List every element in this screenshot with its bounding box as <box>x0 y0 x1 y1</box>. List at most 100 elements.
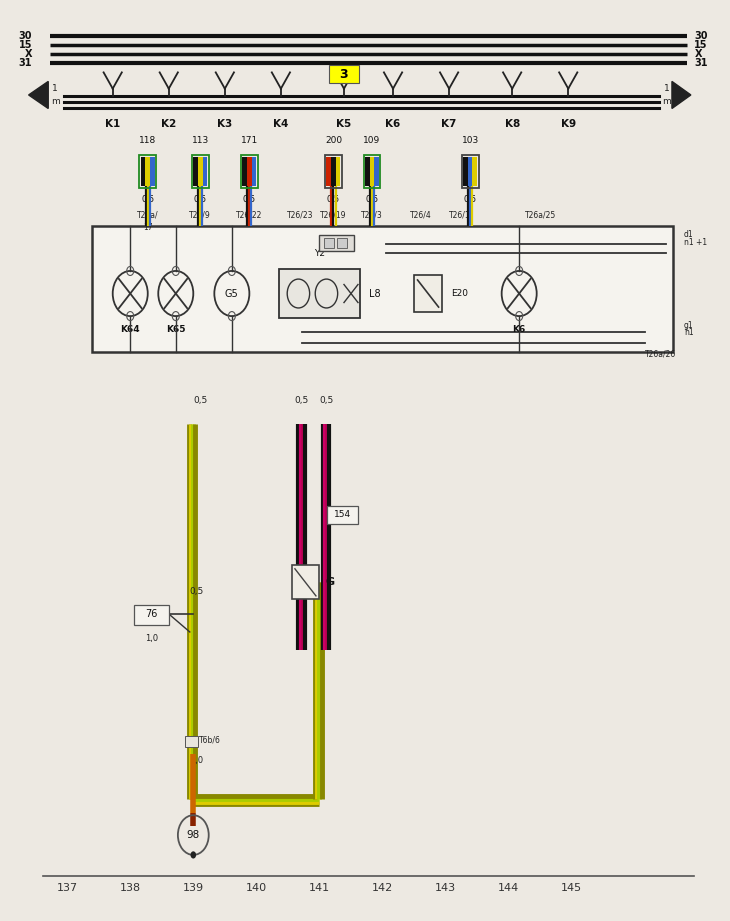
Bar <box>369 157 374 186</box>
Bar <box>468 157 472 186</box>
Bar <box>242 157 247 186</box>
Text: 0,5: 0,5 <box>193 195 207 204</box>
Bar <box>252 157 256 186</box>
Text: T6b/6: T6b/6 <box>199 736 220 745</box>
Text: 98: 98 <box>187 830 200 840</box>
Text: L8: L8 <box>369 288 380 298</box>
FancyBboxPatch shape <box>292 565 319 600</box>
Text: K3: K3 <box>218 120 232 129</box>
Text: T26/23: T26/23 <box>288 211 314 219</box>
Text: 0,5: 0,5 <box>190 587 204 596</box>
Text: 0,5: 0,5 <box>464 195 477 204</box>
Text: K6: K6 <box>512 325 526 334</box>
Text: 0,5: 0,5 <box>319 395 334 404</box>
Text: 31: 31 <box>19 58 32 68</box>
Text: T26a/26: T26a/26 <box>645 349 677 358</box>
Text: 15: 15 <box>19 41 32 51</box>
Text: K1: K1 <box>105 120 120 129</box>
Text: 1: 1 <box>664 84 669 93</box>
Text: T26a/: T26a/ <box>137 211 158 219</box>
Text: 139: 139 <box>182 883 204 892</box>
Bar <box>203 157 207 186</box>
Text: 76: 76 <box>145 609 158 619</box>
Bar <box>365 157 369 186</box>
Text: T26/4: T26/4 <box>410 211 432 219</box>
Text: 31: 31 <box>694 58 708 68</box>
Text: G5: G5 <box>225 288 239 298</box>
Text: T26/3: T26/3 <box>361 211 383 219</box>
Text: K65: K65 <box>166 325 185 334</box>
Text: 118: 118 <box>139 136 156 146</box>
Bar <box>331 157 336 186</box>
Text: T26a/25: T26a/25 <box>525 211 556 219</box>
Text: 200: 200 <box>325 136 342 146</box>
FancyBboxPatch shape <box>414 275 442 311</box>
Bar <box>374 157 379 186</box>
Text: m: m <box>662 97 671 106</box>
Bar <box>198 157 203 186</box>
Text: 0,5: 0,5 <box>327 195 340 204</box>
FancyBboxPatch shape <box>320 235 355 251</box>
Text: 141: 141 <box>309 883 330 892</box>
Text: K5: K5 <box>337 120 352 129</box>
Text: 17: 17 <box>143 223 153 232</box>
Text: 144: 144 <box>498 883 519 892</box>
Text: 0,5: 0,5 <box>243 195 256 204</box>
Text: 138: 138 <box>120 883 141 892</box>
Bar <box>463 157 468 186</box>
Text: 15: 15 <box>694 41 708 51</box>
Bar <box>150 157 155 186</box>
Text: 109: 109 <box>364 136 380 146</box>
FancyBboxPatch shape <box>279 269 360 319</box>
Text: 137: 137 <box>57 883 77 892</box>
FancyBboxPatch shape <box>327 506 358 524</box>
Text: T26/22: T26/22 <box>237 211 263 219</box>
Text: 30: 30 <box>19 31 32 41</box>
Text: 0,5: 0,5 <box>193 395 207 404</box>
Bar <box>145 157 150 186</box>
Text: 1,0: 1,0 <box>145 634 158 643</box>
Text: 142: 142 <box>372 883 393 892</box>
FancyBboxPatch shape <box>328 65 359 83</box>
Text: K8: K8 <box>504 120 520 129</box>
Text: 1,0: 1,0 <box>191 755 204 764</box>
Text: X: X <box>25 50 32 59</box>
Text: K9: K9 <box>561 120 576 129</box>
Text: T26/19: T26/19 <box>320 211 347 219</box>
Text: 30: 30 <box>694 31 708 41</box>
Polygon shape <box>672 81 691 109</box>
Text: T26/1: T26/1 <box>449 211 470 219</box>
Text: T26/9: T26/9 <box>190 211 211 219</box>
Text: X: X <box>694 50 702 59</box>
Text: 0,5: 0,5 <box>141 195 154 204</box>
Bar <box>141 157 145 186</box>
Text: K6: K6 <box>385 120 401 129</box>
Bar <box>247 157 252 186</box>
FancyBboxPatch shape <box>134 605 169 624</box>
Text: 113: 113 <box>192 136 209 146</box>
Text: 0,5: 0,5 <box>295 395 309 404</box>
FancyBboxPatch shape <box>185 736 198 747</box>
Bar <box>472 157 477 186</box>
Text: g1: g1 <box>684 321 693 330</box>
Text: K4: K4 <box>273 120 288 129</box>
Bar <box>193 157 198 186</box>
Text: E20: E20 <box>451 289 468 298</box>
Text: 0,5: 0,5 <box>366 195 379 204</box>
Text: 3: 3 <box>339 68 348 81</box>
Bar <box>326 157 331 186</box>
Text: n1 +1: n1 +1 <box>684 238 707 247</box>
Text: 154: 154 <box>334 510 351 519</box>
Text: 1: 1 <box>53 84 58 93</box>
Text: G: G <box>326 577 335 588</box>
Text: d1: d1 <box>684 230 693 239</box>
Polygon shape <box>28 81 48 109</box>
Bar <box>336 157 340 186</box>
Circle shape <box>191 851 196 858</box>
Text: h1: h1 <box>684 328 693 337</box>
Text: K64: K64 <box>120 325 140 334</box>
Text: 171: 171 <box>241 136 258 146</box>
Text: 145: 145 <box>561 883 583 892</box>
FancyBboxPatch shape <box>337 238 347 249</box>
FancyBboxPatch shape <box>92 226 673 352</box>
